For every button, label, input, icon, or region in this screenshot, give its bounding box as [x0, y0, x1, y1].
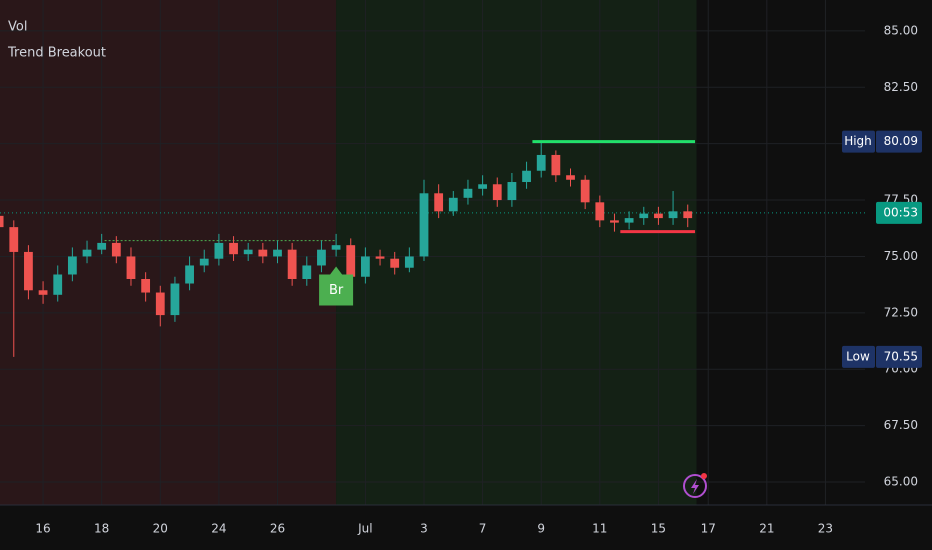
candle-body — [170, 283, 180, 316]
candle-body — [595, 202, 605, 221]
candle-body — [419, 193, 429, 257]
candle-body — [111, 242, 121, 257]
candle-body — [478, 184, 488, 189]
candle-body — [126, 256, 136, 280]
y-tick-label: 72.50 — [884, 305, 918, 319]
candle-body — [82, 249, 92, 257]
candle-body — [639, 213, 649, 219]
candle-body — [273, 249, 282, 257]
badge-name: High — [844, 134, 872, 148]
last-price-label: 00:53 — [883, 205, 918, 219]
plot-area — [0, 0, 865, 505]
x-tick-label: 20 — [153, 522, 168, 536]
candle-body — [522, 170, 531, 183]
candle-body — [683, 211, 693, 219]
candle-body — [0, 215, 4, 228]
badge-name: Low — [846, 349, 870, 363]
chart-subtitle: Trend Breakout — [7, 46, 106, 61]
candle-body — [654, 213, 663, 219]
x-tick-label: Jul — [357, 522, 372, 536]
candle-body — [463, 188, 473, 198]
candle-body — [346, 245, 356, 277]
x-tick-label: 23 — [818, 522, 833, 536]
candle-body — [97, 242, 107, 250]
chart-title: Vol — [8, 20, 27, 35]
candle-body — [507, 182, 517, 201]
x-tick-label: 15 — [651, 522, 666, 536]
badge-value-bg — [876, 345, 922, 368]
candle-body — [390, 258, 400, 268]
candle-body — [214, 242, 224, 259]
y-tick-label: 75.00 — [884, 249, 918, 263]
candle-body — [536, 154, 546, 171]
y-tick-label: 65.00 — [884, 474, 918, 488]
candle-body — [199, 258, 209, 266]
candle-body — [38, 290, 48, 295]
candle-body — [566, 175, 575, 180]
zone — [336, 0, 697, 505]
candle-body — [551, 154, 561, 176]
candle-body — [375, 256, 385, 259]
x-tick-label: 18 — [94, 522, 109, 536]
alert-bolt[interactable] — [691, 479, 699, 494]
candle-body — [24, 251, 33, 291]
candle-body — [331, 245, 341, 250]
x-tick-label: 3 — [420, 522, 428, 536]
candle-body — [155, 292, 165, 316]
candle-body — [229, 242, 238, 255]
x-tick-label: 24 — [211, 522, 226, 536]
badge-name-bg — [842, 345, 875, 368]
candle-body — [185, 265, 194, 284]
badge-value: 70.55 — [884, 349, 918, 363]
candle-body — [287, 249, 297, 280]
candle-body — [67, 256, 77, 275]
alert-icon[interactable] — [683, 473, 707, 498]
x-tick-label: 17 — [701, 522, 716, 536]
candle-body — [624, 218, 634, 223]
y-tick-label: 85.00 — [884, 23, 918, 37]
signal-label: Br — [329, 283, 344, 298]
x-tick-label: 7 — [479, 522, 487, 536]
candle-body — [9, 227, 19, 252]
x-tick-label: 21 — [759, 522, 774, 536]
zone — [0, 0, 337, 505]
signal-marker — [319, 266, 354, 306]
badge-name-bg — [842, 130, 875, 153]
alert-dot[interactable] — [701, 473, 707, 479]
candle-body — [580, 179, 590, 203]
last-price-badge — [876, 201, 922, 224]
candle-body — [243, 249, 253, 255]
y-tick-label: 82.50 — [884, 80, 918, 94]
y-tick-label: 67.50 — [884, 418, 918, 432]
x-tick-label: 26 — [270, 522, 285, 536]
candle-body — [492, 184, 502, 201]
candle-body — [302, 265, 312, 280]
alert-circle[interactable] — [683, 474, 707, 498]
badge-value-bg — [876, 130, 922, 153]
x-tick-label: 11 — [592, 522, 607, 536]
candle-body — [404, 256, 414, 268]
candle-body — [53, 274, 63, 295]
candle-body — [448, 197, 458, 212]
candle-body — [610, 220, 619, 223]
candle-body — [361, 256, 370, 277]
candle-body — [668, 211, 678, 219]
x-tick-label: 9 — [537, 522, 545, 536]
candle-body — [317, 249, 326, 266]
candle-body — [258, 249, 268, 257]
candle-body — [434, 193, 444, 212]
candle-body — [141, 279, 151, 293]
badge-value: 80.09 — [884, 134, 918, 148]
x-tick-label: 16 — [35, 522, 50, 536]
